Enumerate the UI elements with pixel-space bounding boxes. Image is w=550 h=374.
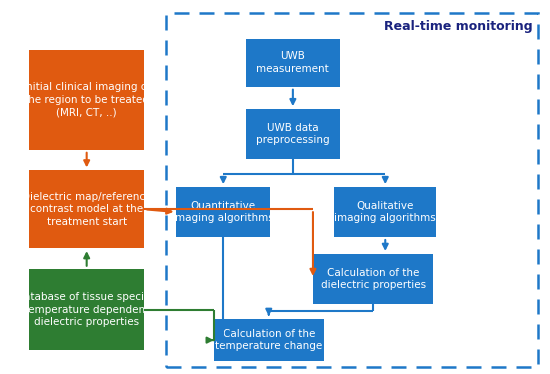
Text: Calculation of the
dielectric properties: Calculation of the dielectric properties [321, 268, 426, 290]
FancyBboxPatch shape [177, 187, 270, 237]
Text: Real-time monitoring: Real-time monitoring [384, 20, 532, 33]
Text: Dielectric map/reference
contrast model at the
treatment start: Dielectric map/reference contrast model … [22, 192, 151, 227]
FancyBboxPatch shape [29, 269, 144, 350]
FancyBboxPatch shape [313, 254, 433, 304]
Text: Calculation of the
temperature change: Calculation of the temperature change [215, 329, 322, 351]
Text: UWB data
preprocessing: UWB data preprocessing [256, 123, 329, 145]
FancyBboxPatch shape [246, 39, 340, 87]
FancyBboxPatch shape [214, 319, 323, 362]
Text: Quantitative
imaging algorithms: Quantitative imaging algorithms [172, 201, 274, 223]
Text: Qualitative
imaging algorithms: Qualitative imaging algorithms [334, 201, 436, 223]
FancyBboxPatch shape [29, 50, 144, 150]
FancyBboxPatch shape [29, 170, 144, 248]
FancyBboxPatch shape [246, 109, 340, 159]
Text: Database of tissue specific
temperature dependent
dielectric properties: Database of tissue specific temperature … [16, 292, 157, 327]
Text: UWB
measurement: UWB measurement [256, 52, 329, 74]
FancyBboxPatch shape [334, 187, 436, 237]
Text: Initial clinical imaging of
the region to be treated
(MRI, CT, ..): Initial clinical imaging of the region t… [23, 82, 151, 117]
